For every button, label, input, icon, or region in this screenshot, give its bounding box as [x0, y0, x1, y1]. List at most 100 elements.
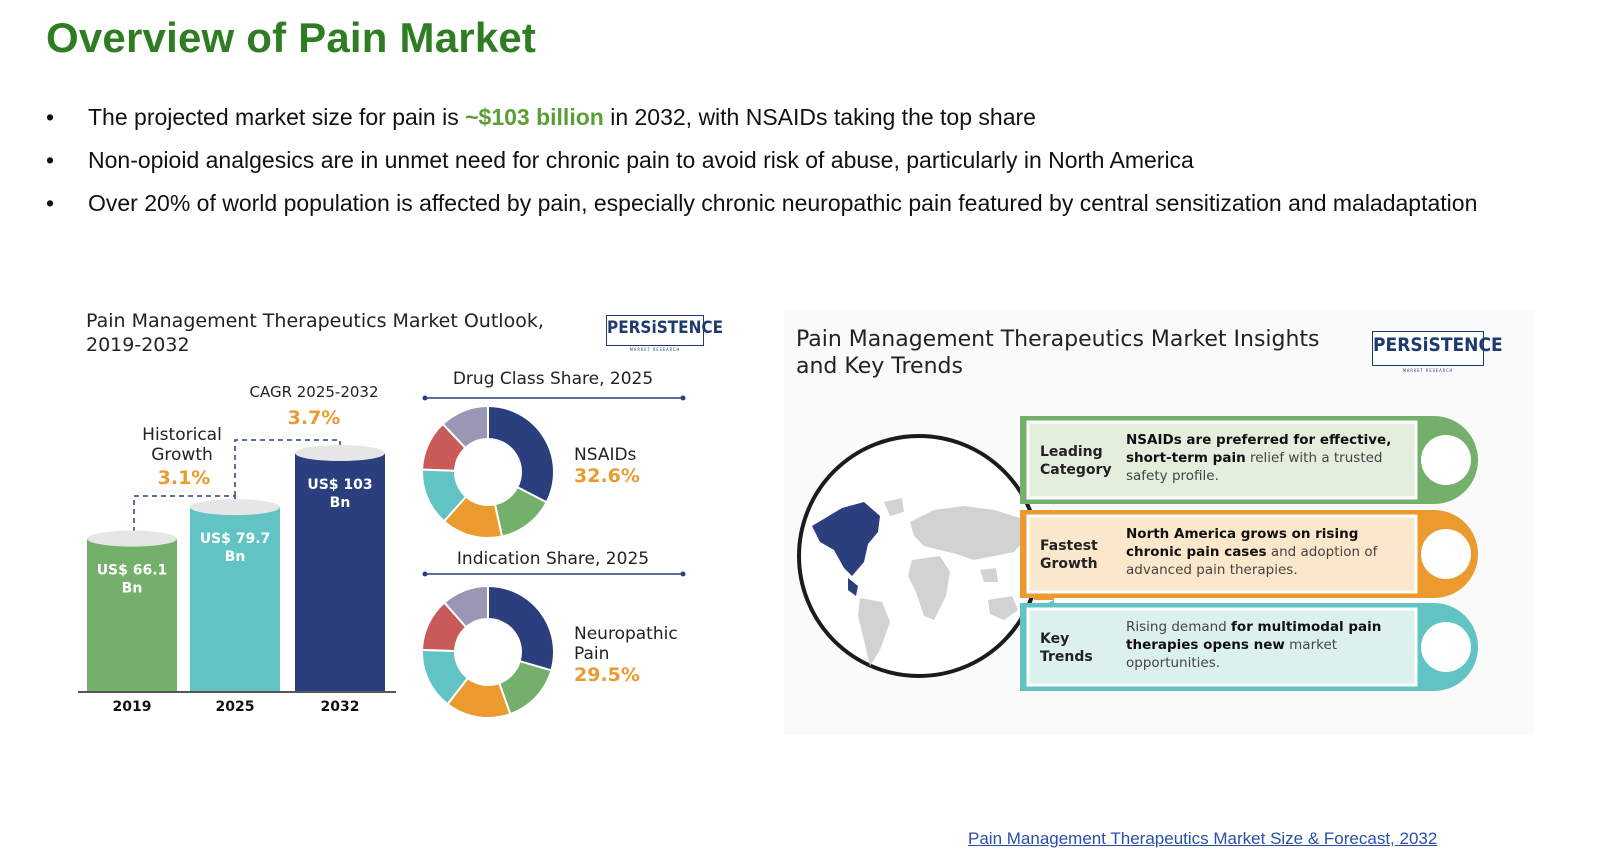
bullet-item: • Over 20% of world population is affect…: [46, 182, 1526, 225]
insight-text-segment: advanced pain therapies.: [1126, 562, 1298, 578]
central-america-shape: [848, 578, 858, 596]
insight-end-circle: [1421, 435, 1471, 485]
bar-top: [87, 530, 177, 547]
persistence-logo: PERSiSTENCE MARKET RESEARCH: [1372, 331, 1503, 373]
insight-box: [1026, 514, 1418, 594]
historical-value: 3.1%: [158, 467, 211, 489]
rule-dot: [422, 571, 428, 577]
insight-label-line1: Fastest: [1040, 538, 1098, 554]
logo-subtext: MARKET RESEARCH: [629, 347, 681, 352]
insight-row: Fastest Growth North America grows on risi…: [1020, 510, 1478, 598]
rule-dot: [680, 395, 686, 401]
insight-text-line: chronic pain cases and adoption of: [1126, 544, 1379, 560]
bar-2025: [190, 507, 280, 692]
logo-text: PERSiSTENCE: [607, 318, 724, 338]
market-insights-svg: Pain Management Therapeutics Market Insi…: [796, 327, 1478, 692]
bar-2019: [87, 538, 177, 692]
bullet-list: • The projected market size for pain is …: [46, 96, 1526, 225]
eurasia-shape: [910, 506, 1028, 560]
insight-label-line1: Key: [1040, 631, 1069, 647]
insight-text-segment: market: [1285, 637, 1337, 653]
rule-dot: [422, 395, 428, 401]
bullet-marker: •: [46, 104, 55, 130]
insight-text-line: safety profile.: [1126, 468, 1219, 484]
insight-text-segment: opportunities.: [1126, 655, 1220, 671]
insight-text-segment: Rising demand: [1126, 619, 1231, 635]
indication-donut: [421, 584, 555, 719]
indication-highlight-label-line1: Neuropathic: [574, 624, 678, 644]
africa-shape: [908, 556, 950, 620]
south-america-shape: [858, 598, 890, 666]
insight-box: [1026, 607, 1418, 687]
insight-text-segment: for multimodal pain: [1231, 619, 1381, 635]
persistence-logo: PERSiSTENCE MARKET RESEARCH: [606, 315, 723, 352]
insight-box: [1026, 420, 1418, 500]
insight-text-segment: and adoption of: [1267, 544, 1379, 560]
drug-highlight-value: 32.6%: [574, 465, 640, 487]
insight-text-line: NSAIDs are preferred for effective,: [1126, 432, 1391, 448]
insight-label-line1: Leading: [1040, 444, 1103, 460]
donut-slice: [487, 584, 555, 672]
bar-value-unit: Bn: [122, 581, 143, 597]
bullet-marker: •: [46, 190, 55, 216]
bar-category-label: 2025: [216, 699, 255, 715]
north-america-shape: [812, 502, 880, 576]
insight-text-line: therapies opens new market: [1126, 637, 1337, 653]
insight-label-line2: Category: [1040, 462, 1112, 478]
donut-slice: [441, 404, 489, 450]
insight-text-segment: relief with a trusted: [1246, 450, 1383, 466]
market-outlook-svg: Pain Management Therapeutics Market Outl…: [78, 310, 686, 719]
bar-2032: [295, 453, 385, 692]
insight-text-segment: North America grows on rising: [1126, 526, 1358, 542]
insight-text-line: Rising demand for multimodal pain: [1126, 619, 1381, 635]
insight-rows: Leading Category NSAIDs are preferred for …: [1020, 416, 1478, 691]
bar-value-label: US$ 103: [307, 477, 372, 493]
outlook-title-line2: 2019-2032: [86, 334, 190, 356]
insights-title-line1: Pain Management Therapeutics Market Insi…: [796, 327, 1320, 352]
rule-dot: [680, 571, 686, 577]
bar-top: [190, 499, 280, 516]
insight-row: Key Trends Rising demand for multimodal pa…: [1020, 603, 1478, 691]
logo-subtext: MARKET RESEARCH: [1402, 368, 1454, 373]
page-title: Overview of Pain Market: [46, 14, 537, 61]
donut-slice: [487, 404, 555, 504]
indication-highlight-value: 29.5%: [574, 664, 640, 686]
indication-title: Indication Share, 2025: [457, 549, 649, 569]
bar-category-label: 2019: [113, 699, 152, 715]
insight-label-line2: Growth: [1040, 556, 1098, 572]
historical-label-line1: Historical: [142, 425, 222, 445]
insight-text-segment: therapies opens new: [1126, 637, 1285, 653]
indication-highlight-label-line2: Pain: [574, 644, 609, 664]
cagr-value: 3.7%: [288, 407, 341, 429]
bullet-text: Non-opioid analgesics are in unmet need …: [88, 147, 1194, 173]
drug-class-donut: [421, 404, 555, 539]
bar-top: [295, 445, 385, 462]
insight-text-segment: NSAIDs are preferred for effective,: [1126, 432, 1391, 448]
greenland-shape: [884, 498, 904, 516]
southeast-asia-shape: [980, 568, 998, 582]
australia-shape: [988, 596, 1018, 620]
globe-circle: [797, 434, 1041, 678]
bar-chart: US$ 66.1 Bn 2019 US$ 79.7 Bn 2025 US$ 103 Bn 203…: [87, 445, 385, 715]
insight-end-circle: [1421, 622, 1471, 672]
insight-text-line: opportunities.: [1126, 655, 1220, 671]
source-link[interactable]: Pain Management Therapeutics Market Size…: [968, 829, 1438, 848]
drug-highlight-label: NSAIDs: [574, 445, 637, 465]
insight-text-segment: chronic pain cases: [1126, 544, 1267, 560]
bar-value-label: US$ 79.7: [200, 531, 271, 547]
bullet-text-end: in 2032, with NSAIDs taking the top shar…: [603, 104, 1036, 130]
bullet-text: Over 20% of world population is affected…: [88, 190, 1478, 216]
bullet-marker: •: [46, 147, 55, 173]
logo-text: PERSiSTENCE: [1373, 334, 1503, 356]
market-insights-infographic: Pain Management Therapeutics Market Insi…: [784, 310, 1534, 735]
cagr-label: CAGR 2025-2032: [249, 383, 378, 401]
bar-value-label: US$ 66.1: [97, 563, 168, 579]
insight-text-segment: safety profile.: [1126, 468, 1219, 484]
insight-text-line: North America grows on rising: [1126, 526, 1358, 542]
insight-end-circle: [1421, 529, 1471, 579]
bullet-item: • The projected market size for pain is …: [46, 96, 1526, 139]
insight-text-line: advanced pain therapies.: [1126, 562, 1298, 578]
world-globe: [797, 434, 1041, 678]
insight-row: Leading Category NSAIDs are preferred for …: [1020, 416, 1478, 504]
market-outlook-infographic: Pain Management Therapeutics Market Outl…: [78, 300, 734, 740]
